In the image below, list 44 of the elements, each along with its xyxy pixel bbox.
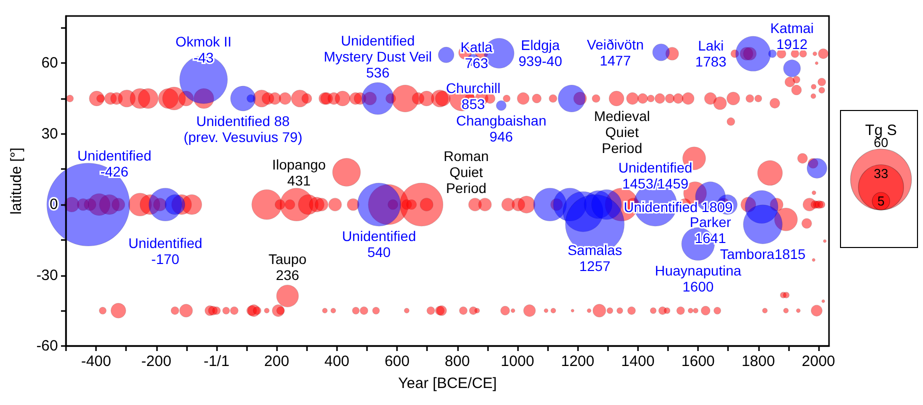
x-tick-label: -400 [81, 353, 112, 370]
x-tick-label: -200 [141, 353, 172, 370]
annotation: Unidentified 88 (prev. Vesuvius 79) [184, 112, 302, 145]
annotation: Eldgja 939-40 [518, 37, 562, 70]
annotation: Veiðivötn 1477 [586, 36, 644, 68]
annotation: Tambora1815 [720, 246, 806, 262]
annotation: Ilopango 431 [272, 156, 326, 188]
y-tick-label: -60 [36, 338, 58, 354]
legend-title: Tg S [865, 122, 897, 139]
x-tick-label: 1600 [681, 353, 715, 370]
annotation: Medieval Quiet Period [594, 108, 650, 156]
x-tick-label: -1/1 [204, 353, 230, 370]
size-legend: Tg S 5 33 60 [840, 110, 918, 248]
y-tick-label: 30 [41, 125, 58, 142]
x-tick-label: 1000 [500, 353, 534, 370]
x-tick-label: 1800 [742, 353, 775, 370]
y-tick-label: -30 [36, 266, 58, 284]
annotation: Unidentified -170 [128, 235, 202, 268]
annotation: Samalas 1257 [568, 242, 622, 274]
annotation: Unidentified -426 [77, 148, 152, 180]
annotation: Unidentified 1453/1459 [618, 160, 692, 192]
annotation: Churchill 853 [446, 80, 500, 112]
legend-label: 5 [877, 193, 885, 208]
y-axis-title: latitude [°] [8, 148, 25, 214]
x-tick-label: 1200 [560, 353, 594, 370]
annotation: Unidentified 540 [342, 228, 416, 260]
x-tick-label: 1400 [621, 353, 655, 370]
legend-label: 33 [874, 166, 888, 181]
annotation: Katla 763 [460, 38, 493, 71]
x-tick-label: 200 [264, 353, 290, 370]
x-tick-label: 2000 [802, 353, 836, 370]
annotation: Changbaishan 946 [456, 112, 546, 145]
annotation: Roman Quiet Period [444, 148, 489, 196]
y-tick-label: 60 [41, 54, 58, 72]
annotation: Taupo 236 [268, 251, 307, 284]
x-axis-title: Year [BCE/CE] [398, 375, 497, 392]
y-tick-label: 0 [50, 196, 58, 214]
x-tick-label: 800 [444, 353, 470, 370]
annotation: Laki 1783 [695, 38, 727, 70]
annotation: Katmai 1912 [770, 20, 814, 52]
x-tick-label: 400 [324, 353, 350, 370]
annotation: Huaynaputina 1600 [654, 262, 742, 294]
annotation: Unidentified Mystery Dust Veil 536 [324, 32, 432, 81]
x-tick-label: 600 [384, 353, 410, 370]
